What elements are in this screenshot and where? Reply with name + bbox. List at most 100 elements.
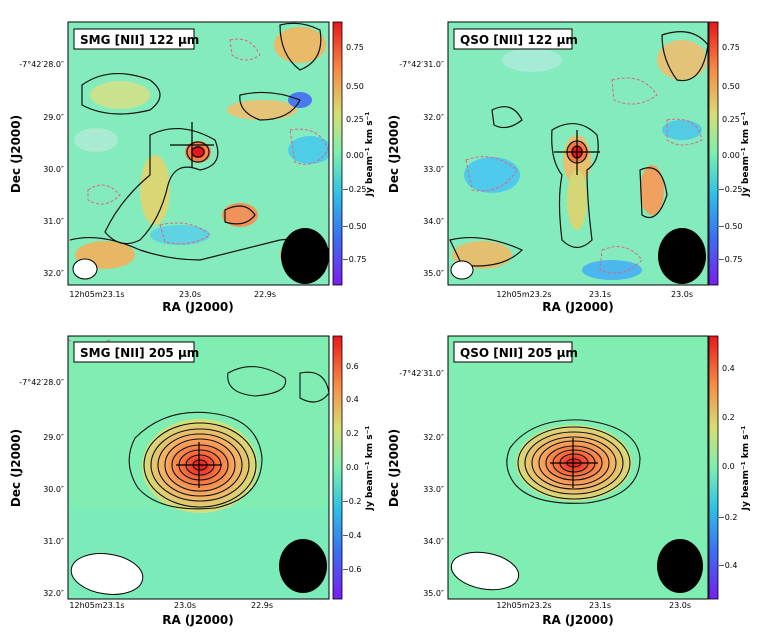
panel-title: QSO [NII] 122 μm: [460, 33, 578, 47]
beam-ellipse: [657, 539, 703, 593]
dec-tick: 35.0″: [423, 269, 444, 278]
x-axis-label: RA (J2000): [162, 300, 234, 314]
cbar-tick: 0.50: [346, 82, 364, 91]
ra-tick: 23.0s: [179, 290, 201, 299]
cbar-tick: 0.6: [346, 362, 359, 371]
plot-frame: [447, 335, 709, 600]
beam-ellipse: [658, 228, 706, 284]
dec-tick: 34.0″: [423, 537, 444, 546]
cbar-tick: 0.2: [722, 413, 735, 422]
plot-frame: [447, 21, 709, 286]
beam-ellipse: [72, 258, 98, 280]
beam-ellipse: [279, 539, 327, 593]
title-box: [73, 28, 195, 50]
panel-qso-205: QSO [NII] 205 μm -7°42′31.0″ 32.0″ 33.0″…: [387, 335, 751, 627]
panel-smg-122: SMG [NII] 122 μm -7°42′28.0″ 29.0″ 30.0″…: [9, 21, 375, 314]
panel-smg-205: SMG [NII] 205 μm -7°42′28.0″ 29.0″ 30.0″…: [9, 335, 375, 627]
dec-tick: -7°42′28.0″: [19, 378, 64, 387]
beam-ellipse: [450, 260, 474, 280]
colorbar: [332, 335, 343, 600]
y-axis-label: Dec (J2000): [387, 429, 401, 507]
dec-tick: 33.0″: [423, 485, 444, 494]
ra-tick: 12h05m23.1s: [69, 601, 124, 610]
cbar-tick: −0.4: [718, 561, 737, 570]
cbar-tick: −0.50: [342, 222, 367, 231]
dec-tick: 29.0″: [43, 113, 64, 122]
source-cross: [170, 122, 214, 168]
source-cross: [554, 130, 600, 175]
cbar-tick: 0.50: [722, 82, 740, 91]
cbar-tick: 0.75: [346, 43, 364, 52]
cbar-tick: −0.2: [718, 513, 737, 522]
y-axis-label: Dec (J2000): [9, 429, 23, 507]
cbar-tick: −0.2: [342, 497, 361, 506]
y-axis-label: Dec (J2000): [9, 115, 23, 193]
plot-frame: [67, 21, 330, 286]
panel-qso-122: QSO [NII] 122 μm -7°42′31.0″ 32.0″ 33.0″…: [387, 21, 751, 314]
dec-tick: 34.0″: [423, 217, 444, 226]
ra-tick: 23.0s: [174, 601, 196, 610]
cbar-tick: 0.4: [722, 364, 735, 373]
beam-ellipse: [450, 551, 520, 591]
cbar-tick: −0.75: [342, 255, 367, 264]
title-box: [453, 341, 573, 363]
dec-tick: 33.0″: [423, 165, 444, 174]
beam-ellipse: [70, 553, 144, 595]
dec-tick: 32.0″: [423, 113, 444, 122]
y-axis-label: Dec (J2000): [387, 115, 401, 193]
dec-tick: 31.0″: [43, 537, 64, 546]
cbar-tick: −0.4: [342, 531, 361, 540]
ra-tick: 22.9s: [251, 601, 273, 610]
dec-tick: 32.0″: [43, 269, 64, 278]
dec-tick: 35.0″: [423, 589, 444, 598]
ra-tick: 23.0s: [669, 601, 691, 610]
panel-title: QSO [NII] 205 μm: [460, 346, 578, 360]
dec-tick: 31.0″: [43, 217, 64, 226]
contours: [449, 31, 708, 274]
cbar-label: Jy beam⁻¹ km s⁻¹: [365, 112, 375, 198]
beam-ellipse: [281, 228, 329, 284]
cbar-tick: −0.75: [718, 255, 743, 264]
x-axis-label: RA (J2000): [542, 613, 614, 627]
title-box: [73, 341, 195, 363]
source-cross: [550, 438, 598, 488]
cbar-tick: 0.25: [346, 115, 364, 124]
cbar-tick: 0.00: [722, 151, 740, 160]
ra-tick: 12h05m23.2s: [496, 601, 551, 610]
dec-tick: 32.0″: [423, 433, 444, 442]
cbar-tick: −0.6: [342, 565, 361, 574]
dec-tick: -7°42′28.0″: [19, 60, 64, 69]
cbar-tick: 0.0: [346, 463, 359, 472]
cbar-tick: −0.50: [718, 222, 743, 231]
cbar-tick: −0.25: [342, 185, 367, 194]
colorbar: [332, 21, 343, 286]
x-axis-label: RA (J2000): [542, 300, 614, 314]
cbar-tick: −0.25: [718, 185, 743, 194]
dec-tick: -7°42′31.0″: [399, 369, 444, 378]
cbar-tick: 0.0: [722, 462, 735, 471]
cbar-tick: 0.2: [346, 429, 359, 438]
panel-title: SMG [NII] 122 μm: [80, 33, 199, 47]
cbar-tick: 0.00: [346, 151, 364, 160]
x-axis-label: RA (J2000): [162, 613, 234, 627]
cbar-label: Jy beam⁻¹ km s⁻¹: [741, 426, 751, 512]
cbar-label: Jy beam⁻¹ km s⁻¹: [365, 426, 375, 512]
ra-tick: 22.9s: [254, 290, 276, 299]
panel-title: SMG [NII] 205 μm: [80, 346, 199, 360]
cbar-label: Jy beam⁻¹ km s⁻¹: [741, 112, 751, 198]
cbar-tick: 0.25: [722, 115, 740, 124]
colorbar: [708, 335, 719, 600]
ra-tick: 12h05m23.2s: [496, 290, 551, 299]
dec-tick: -7°42′31.0″: [399, 60, 444, 69]
plot-frame: [67, 335, 330, 600]
ra-tick: 12h05m23.1s: [69, 290, 124, 299]
dec-tick: 30.0″: [43, 485, 64, 494]
dec-tick: 32.0″: [43, 589, 64, 598]
ra-tick: 23.1s: [589, 290, 611, 299]
contours: [506, 419, 641, 504]
dec-tick: 29.0″: [43, 433, 64, 442]
map-image: [68, 22, 329, 285]
ra-tick: 23.1s: [589, 601, 611, 610]
cbar-tick: 0.75: [722, 43, 740, 52]
contours: [128, 366, 329, 510]
